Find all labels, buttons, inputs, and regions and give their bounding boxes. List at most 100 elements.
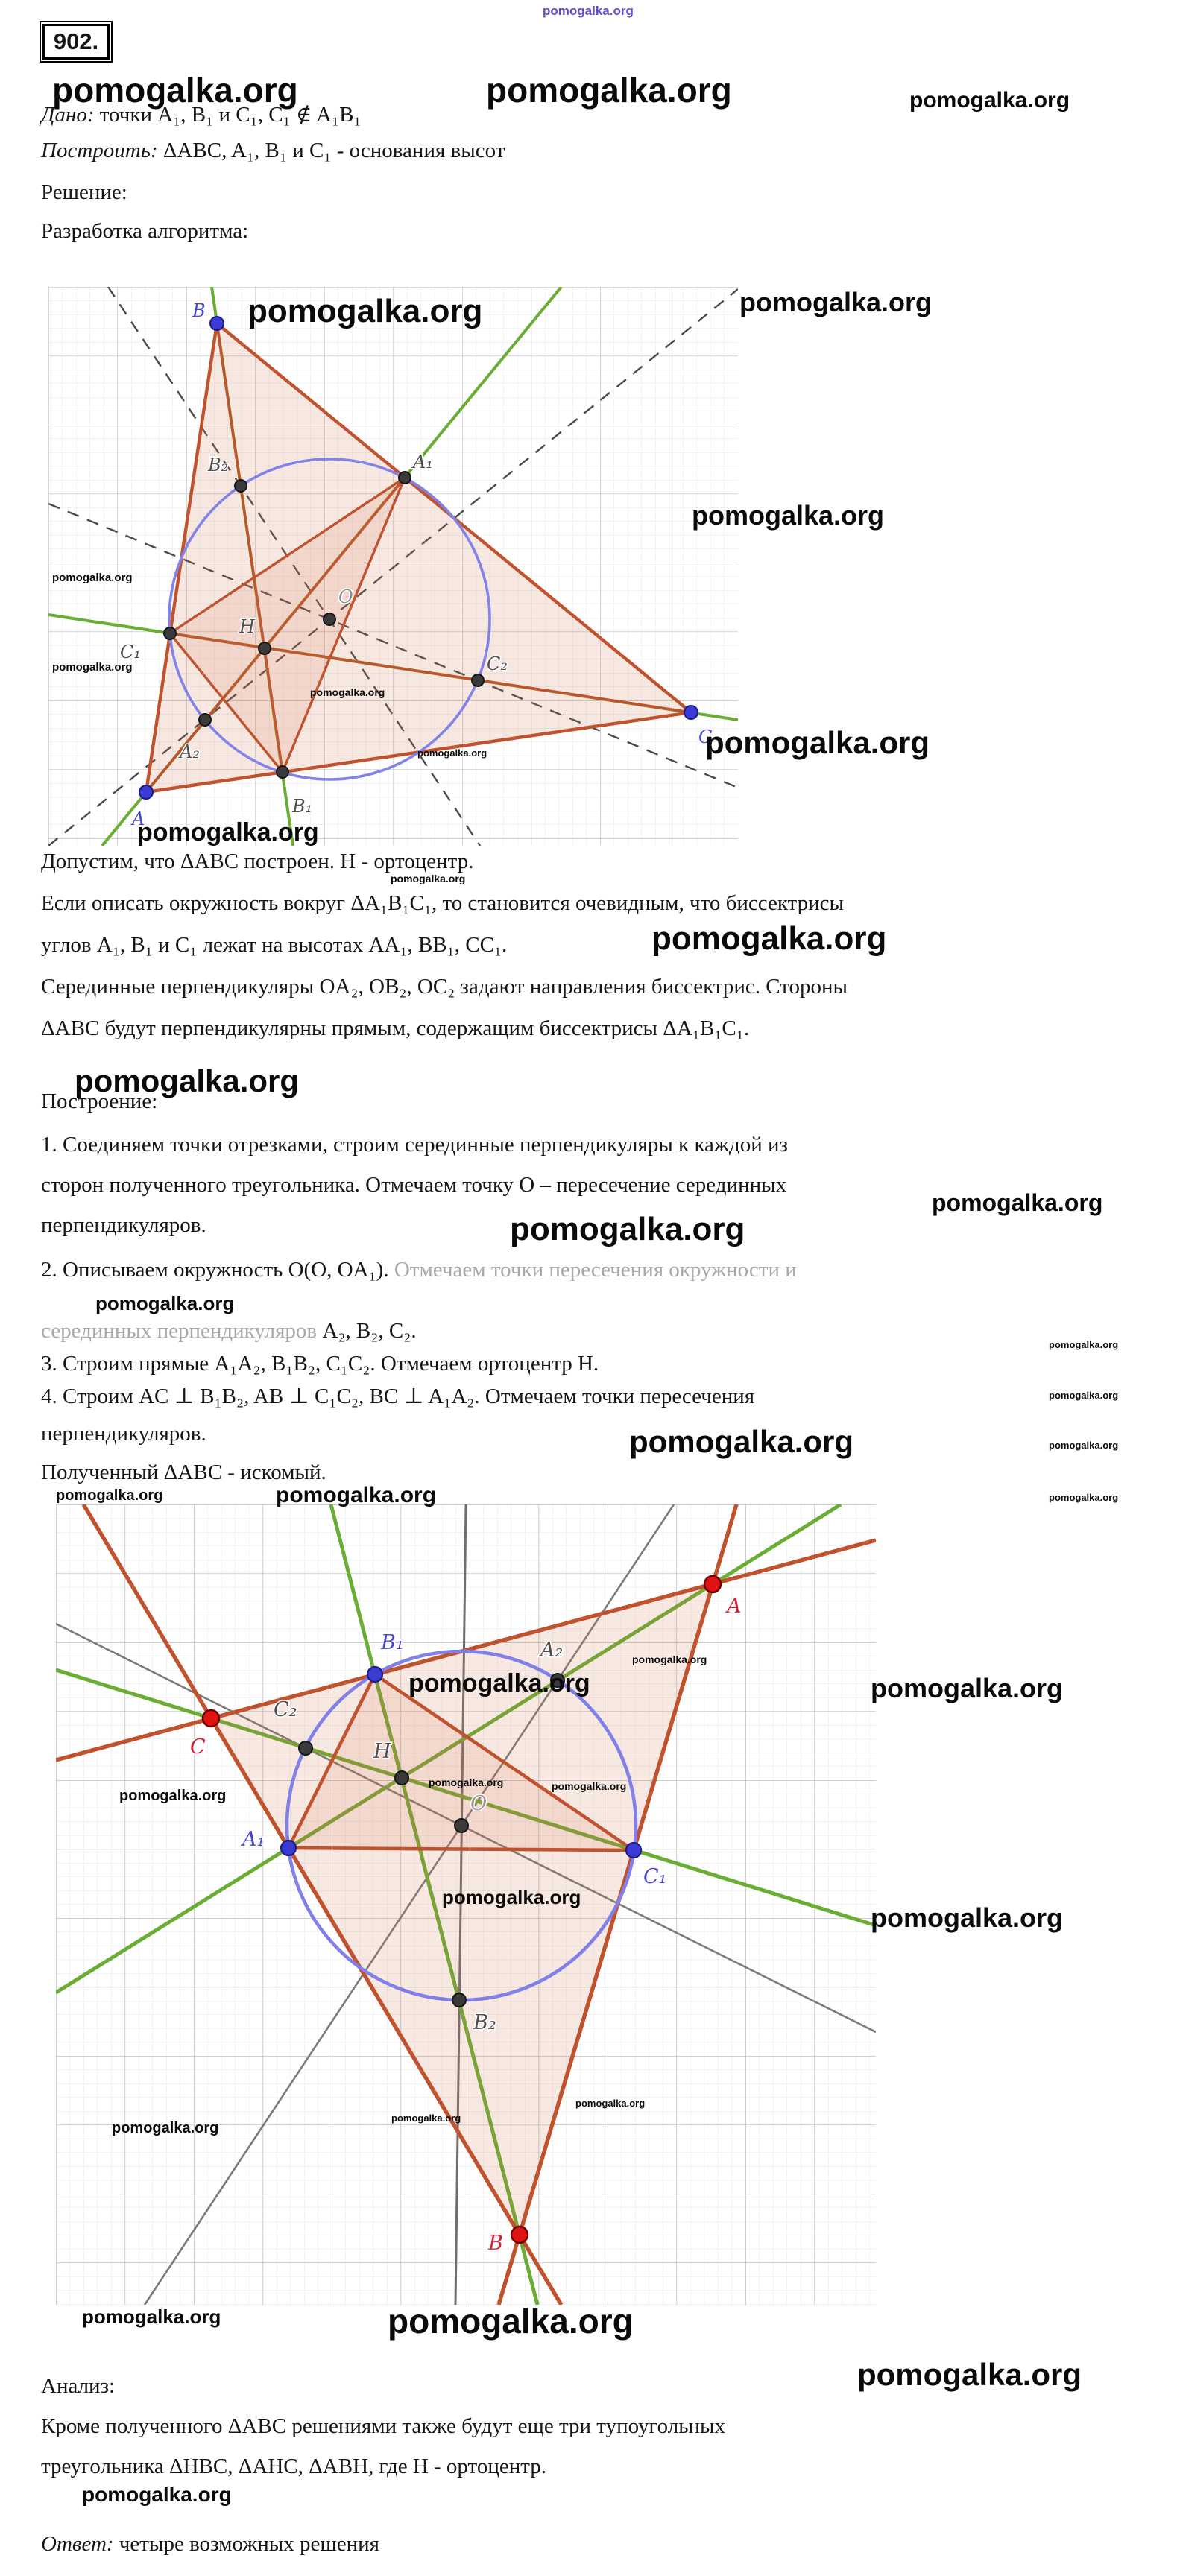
- point-C1: [163, 627, 177, 640]
- construct-line: Построить: ΔABC, A₁, B₁ и C₁ - основания…: [41, 139, 505, 163]
- diagram-analysis: B A C A₁ B₂ C₁ C₂ A₂ B₁ H O: [48, 287, 738, 846]
- label-A: A: [725, 1595, 742, 1618]
- step2-line1-faded: Отмечаем точки пересечения окружности и: [388, 1258, 797, 1282]
- step1-line2: сторон полученного треугольника. Отмечае…: [41, 1173, 787, 1197]
- watermark-text: pomogalka.org: [857, 2357, 1082, 2392]
- point-A2: [198, 713, 212, 727]
- step2-line1: 2. Описываем окружность O(O, OA₁). Отмеч…: [41, 1258, 797, 1282]
- watermark-text: pomogalka.org: [909, 88, 1070, 113]
- green-line-C1C2: [56, 1668, 876, 1928]
- watermark-text: pomogalka.org: [429, 1776, 504, 1788]
- watermark-text: pomogalka.org: [932, 1189, 1103, 1216]
- watermark-text: pomogalka.org: [276, 1483, 437, 1507]
- construct-text: ΔABC, A₁, B₁ и C₁ - основания высот: [157, 139, 505, 162]
- construction-result: Полученный ΔABC - искомый.: [41, 1461, 326, 1484]
- point-B2: [452, 1993, 467, 2007]
- step2-line2-black: A₂, B₂, C₂.: [322, 1319, 417, 1343]
- point-C2: [471, 674, 485, 687]
- point-B2: [234, 479, 247, 493]
- label-C: C: [698, 727, 712, 747]
- watermark-text: pomogalka.org: [871, 1673, 1064, 1703]
- label-B2: B₂: [473, 2011, 496, 2034]
- step2-line2: серединных перпендикуляров A₂, B₂, C₂.: [41, 1319, 417, 1344]
- watermark-text: pomogalka.org: [52, 572, 133, 584]
- watermark-text: pomogalka.org: [552, 1780, 627, 1792]
- label-H: H: [373, 1740, 391, 1763]
- watermark-text: pomogalka.org: [1049, 1390, 1119, 1401]
- point-B1: [366, 1665, 384, 1683]
- label-O: O: [338, 586, 353, 607]
- point-B: [209, 316, 224, 331]
- point-B1: [276, 765, 289, 779]
- step1-line3: перпендикуляров.: [41, 1213, 206, 1237]
- watermark-text: pomogalka.org: [705, 725, 930, 760]
- label-B2: B₂: [207, 455, 228, 475]
- step4-line1: 4. Строим AC ⊥ B₁B₂, AB ⊥ C₁C₂, BC ⊥ A₁A…: [41, 1384, 755, 1408]
- watermark-text: pomogalka.org: [137, 818, 319, 846]
- watermark-text: pomogalka.org: [391, 873, 466, 884]
- label-A1: A₁: [240, 1828, 265, 1851]
- point-C: [201, 1709, 221, 1728]
- watermark-text: pomogalka.org: [629, 1424, 854, 1459]
- perp-bisector-OB2: [454, 1504, 467, 2305]
- problem-number-box: 902.: [40, 21, 113, 63]
- label-C2: C₂: [487, 654, 508, 674]
- watermark-text: pomogalka.org: [388, 2302, 634, 2341]
- step3: 3. Строим прямые A₁A₂, B₁B₂, C₁C₂. Отмеч…: [41, 1352, 599, 1376]
- problem-number: 902.: [53, 28, 99, 54]
- circumcircle: [168, 458, 491, 781]
- point-A1: [280, 1839, 297, 1857]
- answer-text: четыре возможных решения: [113, 2532, 379, 2556]
- side-line-CB: [81, 1504, 564, 2305]
- watermark-text: pomogalka.org: [486, 71, 732, 110]
- watermark-text: pomogalka.org: [651, 920, 887, 957]
- label-A2: A₂: [538, 1639, 563, 1662]
- altitude-CC1: [169, 632, 692, 714]
- point-A1: [398, 471, 411, 484]
- label-B1: B₁: [380, 1631, 404, 1654]
- watermark-text: pomogalka.org: [52, 661, 133, 674]
- watermark-text: pomogalka.org: [417, 747, 487, 759]
- analysis-line1: Допустим, что ΔABC построен. H - ортоцен…: [41, 849, 474, 873]
- final-analysis-label: Анализ:: [41, 2374, 116, 2398]
- watermark-text: pomogalka.org: [510, 1211, 745, 1247]
- point-H: [258, 642, 271, 655]
- watermark-text: pomogalka.org: [739, 287, 933, 317]
- altitude-BB1: [215, 323, 284, 773]
- watermark-text: pomogalka.org: [1049, 1440, 1119, 1451]
- point-A: [703, 1575, 722, 1594]
- watermark-text: pomogalka.org: [391, 2113, 461, 2124]
- step4-line2: перпендикуляров.: [41, 1422, 206, 1446]
- label-C1: C₁: [643, 1865, 666, 1888]
- point-O: [454, 1818, 469, 1833]
- solution-label: Решение:: [41, 180, 127, 204]
- green-line-B1B2: [329, 1504, 540, 2305]
- label-O: O: [470, 1792, 487, 1815]
- final-analysis-line1: Кроме полученного ΔABC решениями также б…: [41, 2414, 725, 2438]
- label-C1: C₁: [120, 642, 141, 662]
- label-B1: B₁: [291, 796, 312, 817]
- label-A1: A₁: [411, 452, 433, 472]
- watermark-text: pomogalka.org: [871, 1902, 1064, 1933]
- analysis-line4: Серединные перпендикуляры OA₂, OB₂, OC₂ …: [41, 975, 848, 999]
- step2-line1-black: 2. Описываем окружность O(O, OA₁).: [41, 1258, 389, 1282]
- watermark-text: pomogalka.org: [1049, 1492, 1119, 1503]
- step1-line1: 1. Соединяем точки отрезками, строим сер…: [41, 1133, 788, 1156]
- point-C1: [625, 1841, 643, 1859]
- watermark-text: pomogalka.org: [112, 2120, 219, 2136]
- answer-line: Ответ: четыре возможных решения: [41, 2532, 379, 2557]
- triangle-ABC-fill: [211, 1584, 713, 2235]
- given-line: Дано: точки A₁, B₁ и C₁, C₁ ∉ A₁B₁: [41, 101, 362, 127]
- point-B: [510, 2225, 529, 2244]
- analysis-line3: углов A₁, B₁ и C₁ лежат на высотах AA₁, …: [41, 933, 508, 957]
- watermark-text: pomogalka.org: [52, 71, 298, 110]
- watermark-text: pomogalka.org: [442, 1886, 581, 1908]
- watermark-text: pomogalka.org: [692, 500, 885, 531]
- watermark-text: pomogalka.org: [632, 1653, 707, 1665]
- final-analysis-line2: треугольника ΔHBC, ΔAHC, ΔABH, где H - о…: [41, 2455, 547, 2478]
- watermark-text: pomogalka.org: [75, 1063, 300, 1098]
- label-A2: A₂: [178, 741, 200, 762]
- diagram-construction: A C B B₁ A₁ C₁ A₂ C₂ B₂ H O: [56, 1504, 876, 2305]
- watermark-text: pomogalka.org: [408, 1669, 590, 1697]
